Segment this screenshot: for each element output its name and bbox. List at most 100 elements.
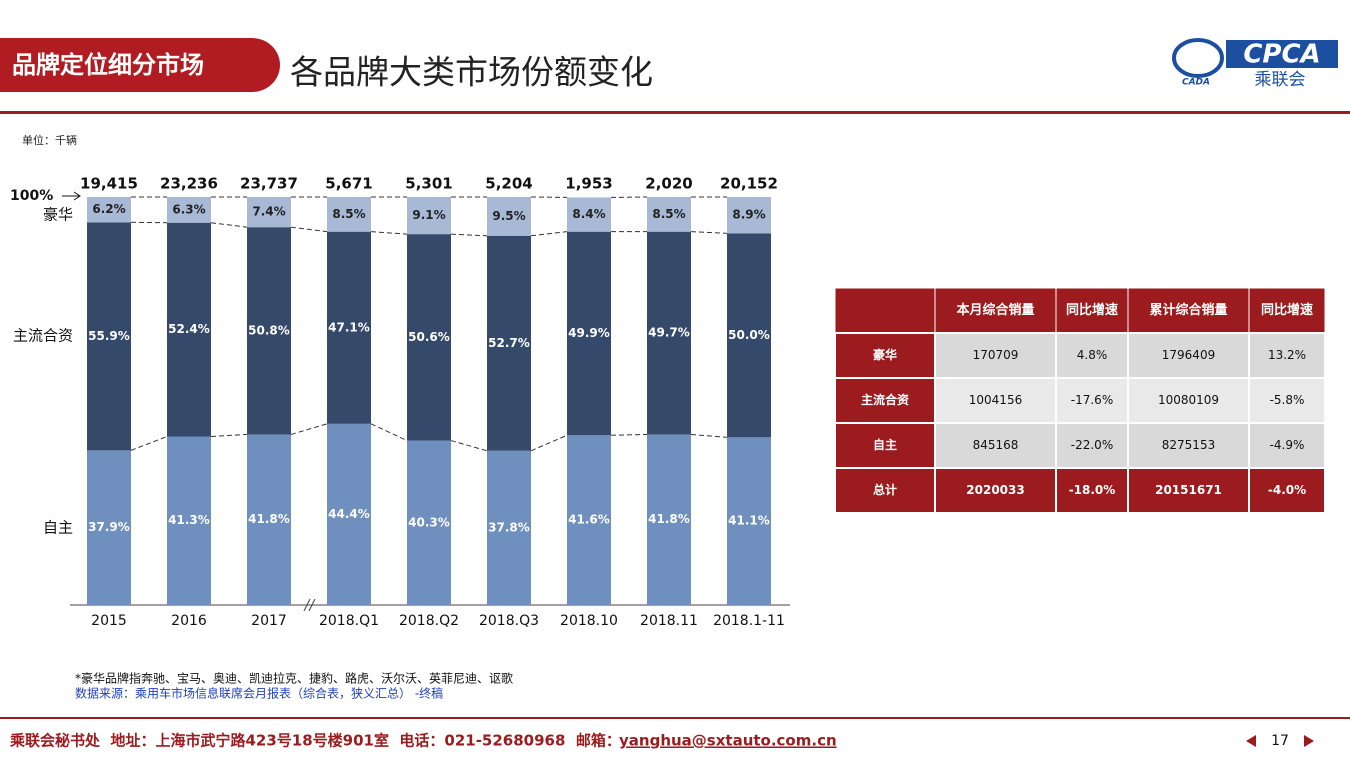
connector-line bbox=[210, 433, 248, 437]
bar-segment bbox=[247, 227, 291, 435]
table-text: 10080109 bbox=[1158, 393, 1219, 407]
table-cell bbox=[1127, 332, 1250, 379]
annotation-arrow bbox=[62, 191, 81, 201]
x-tick-label: 2018.Q1 bbox=[319, 613, 379, 629]
table-text: 4.8% bbox=[1077, 348, 1108, 362]
value-label: 37.8% bbox=[488, 520, 530, 534]
total-label: 5,204 bbox=[485, 175, 532, 193]
table-text: -18.0% bbox=[1069, 483, 1116, 497]
connector-line bbox=[530, 231, 568, 237]
table-header: 同比增速 bbox=[1261, 302, 1313, 318]
value-label: 44.4% bbox=[328, 507, 370, 521]
logo-small: CADA bbox=[1182, 78, 1210, 88]
table-header: 本月综合销量 bbox=[956, 302, 1034, 318]
x-tick-label: 2018.Q3 bbox=[479, 613, 539, 629]
bar-segment bbox=[727, 233, 771, 438]
x-tick-label: 2018.1-11 bbox=[713, 613, 785, 629]
footer-text: 乘联会秘书处 地址：上海市武宁路423号18号楼901室 电话：021-5268… bbox=[9, 732, 621, 750]
connector-line bbox=[450, 440, 488, 452]
value-label: 8.9% bbox=[732, 208, 765, 222]
value-label: 50.0% bbox=[728, 328, 770, 342]
bar-segment bbox=[407, 440, 451, 605]
page-number: 17 bbox=[1271, 733, 1289, 749]
bar-segment bbox=[647, 434, 691, 605]
prev-button[interactable] bbox=[1246, 735, 1256, 747]
table-text: 170709 bbox=[973, 348, 1019, 362]
bar-segment bbox=[727, 437, 771, 605]
value-label: 8.4% bbox=[572, 207, 605, 221]
total-label: 20,152 bbox=[720, 175, 778, 193]
table-header: 同比增速 bbox=[1066, 302, 1118, 318]
header-rule bbox=[0, 111, 1350, 114]
table-text: -4.0% bbox=[1268, 483, 1306, 497]
value-label: 8.5% bbox=[332, 207, 365, 221]
x-tick-label: 2018.10 bbox=[560, 613, 618, 629]
x-tick-label: 2018.11 bbox=[640, 613, 698, 629]
bar-segment bbox=[87, 197, 131, 223]
logo-sub: 乘联会 bbox=[1255, 70, 1306, 90]
connector-line bbox=[450, 233, 488, 237]
table-text: -17.6% bbox=[1071, 393, 1113, 407]
logo: CPCA bbox=[1243, 40, 1320, 70]
next-button[interactable] bbox=[1304, 735, 1314, 747]
connector-line bbox=[130, 436, 168, 451]
table-cell bbox=[834, 377, 936, 424]
bar-segment bbox=[327, 423, 371, 605]
table-text: 1796409 bbox=[1162, 348, 1215, 362]
x-tick-label: 2016 bbox=[171, 613, 207, 629]
bar-segment bbox=[327, 197, 371, 232]
table-text: -4.9% bbox=[1270, 438, 1305, 452]
x-tick-label: 2017 bbox=[251, 613, 287, 629]
value-label: 49.9% bbox=[568, 326, 610, 340]
value-label: 41.1% bbox=[728, 514, 770, 528]
bar-segment bbox=[407, 234, 451, 441]
value-label: 9.5% bbox=[492, 209, 525, 223]
connector-line bbox=[530, 434, 568, 452]
x-tick-label: 2018.Q2 bbox=[399, 613, 459, 629]
value-label: 7.4% bbox=[252, 205, 285, 219]
table-header-cell bbox=[834, 287, 936, 334]
table-text: 总计 bbox=[873, 482, 897, 497]
bar-segment bbox=[87, 222, 131, 451]
section-title: 品牌定位细分市场 bbox=[12, 51, 204, 79]
table-text: 自主 bbox=[873, 437, 897, 452]
total-label: 23,236 bbox=[160, 175, 218, 193]
table-text: 豪华 bbox=[873, 347, 897, 362]
bar-segment bbox=[167, 197, 211, 223]
value-label: 9.1% bbox=[412, 208, 445, 222]
value-label: 41.8% bbox=[248, 512, 290, 526]
footer-rule bbox=[0, 717, 1350, 719]
bar-segment bbox=[87, 450, 131, 605]
table-text: 20151671 bbox=[1155, 483, 1222, 497]
bar-segment bbox=[487, 235, 531, 451]
table-text: 2020033 bbox=[966, 483, 1024, 497]
connector-line bbox=[370, 231, 408, 235]
connector-line bbox=[210, 222, 248, 228]
connector-line bbox=[290, 226, 328, 233]
bar-segment bbox=[167, 436, 211, 605]
bar-segment bbox=[407, 197, 451, 235]
bar-segment bbox=[487, 450, 531, 605]
bar-segment bbox=[647, 197, 691, 232]
total-label: 2,020 bbox=[645, 175, 692, 193]
source: 数据来源：乘用车市场信息联席会月报表（综合表，狭义汇总） -终稿 bbox=[75, 686, 443, 701]
value-label: 50.8% bbox=[248, 323, 290, 337]
table-cell bbox=[1248, 332, 1326, 379]
table-cell bbox=[934, 332, 1057, 379]
bar-segment bbox=[567, 197, 611, 232]
bar-segment bbox=[167, 222, 211, 437]
bar-segment bbox=[567, 231, 611, 436]
table-header-cell bbox=[934, 287, 1057, 334]
series-label: 自主 bbox=[43, 519, 73, 537]
table-text: -22.0% bbox=[1071, 438, 1113, 452]
table-text: 13.2% bbox=[1268, 348, 1306, 362]
table-header-cell bbox=[1055, 287, 1129, 334]
value-label: 6.3% bbox=[172, 202, 205, 216]
bar-segment bbox=[647, 231, 691, 435]
value-label: 41.6% bbox=[568, 513, 610, 527]
value-label: 6.2% bbox=[92, 202, 125, 216]
footer-email[interactable]: yanghua@sxtauto.com.cn bbox=[619, 732, 837, 750]
bar-segment bbox=[247, 434, 291, 605]
value-label: 37.9% bbox=[88, 520, 130, 534]
